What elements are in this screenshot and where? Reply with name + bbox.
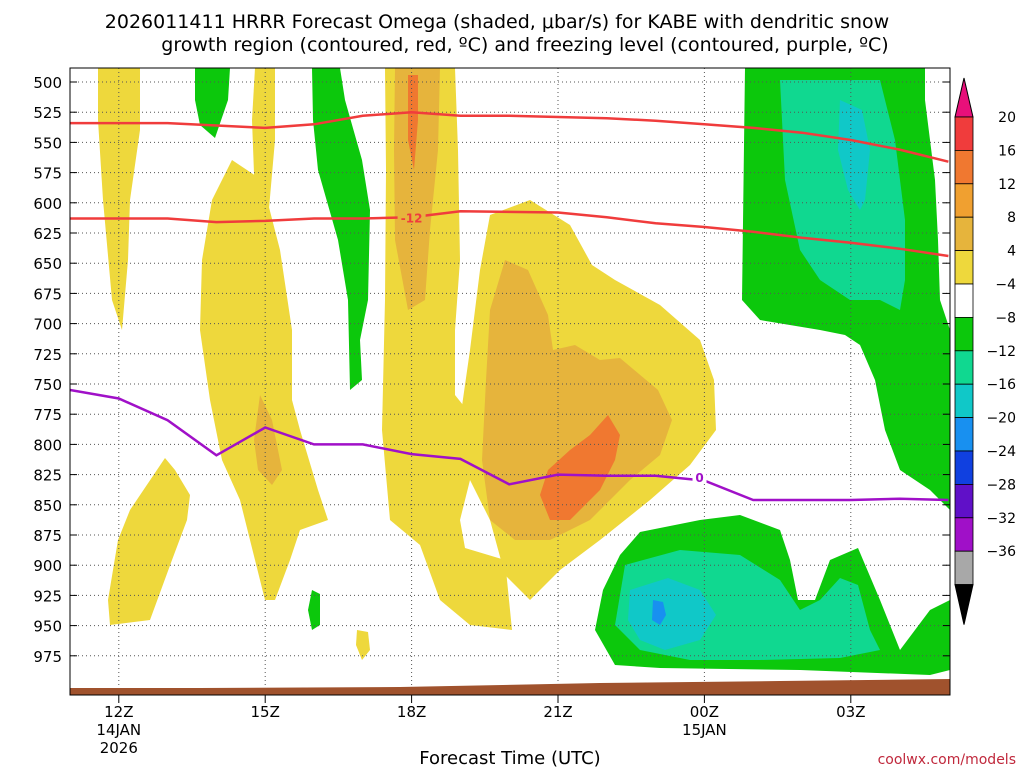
colorbar-segment: [954, 350, 974, 385]
y-tick-label: 875: [33, 527, 62, 545]
colorbar-segment: [954, 116, 974, 151]
shade-orange-c: [540, 415, 620, 520]
freezing-level-line: [70, 388, 949, 502]
colorbar-label: −36: [986, 544, 1016, 560]
y-tick-label: 575: [33, 165, 62, 183]
colorbar-label: −16: [986, 377, 1016, 393]
y-tick-label: 825: [33, 467, 62, 485]
y-tick-label: 600: [33, 195, 62, 213]
red-isotherm-label-bg: [397, 209, 426, 225]
y-tick-label: 700: [33, 316, 62, 334]
contour-lines: -12 0: [70, 110, 949, 502]
plot-frame: [69, 67, 951, 696]
x-tick-label: 18Z: [397, 703, 426, 721]
colorbar-segment: [954, 316, 974, 352]
y-tick-label: 525: [33, 104, 62, 122]
colorbar-segment: [954, 450, 974, 485]
shade-cyan-se: [628, 578, 716, 650]
y-tick-label: 925: [33, 587, 62, 605]
y-tick-label: 650: [33, 255, 62, 273]
credit-text: coolwx.com/models: [878, 752, 1016, 768]
colorbar-segment: [954, 216, 974, 251]
x-tick-year: 2026: [100, 739, 138, 757]
colorbar-label: 20: [998, 110, 1016, 126]
shade-orange-18z: [408, 75, 418, 170]
y-tick-label: 800: [33, 436, 62, 454]
y-tick-label: 950: [33, 618, 62, 636]
colorbar-label: −24: [986, 444, 1016, 460]
terrain-ground: [70, 679, 950, 695]
shade-seagreen-ne: [780, 80, 905, 310]
shade-yellow-mid15: [200, 160, 328, 600]
y-axis: 500 525 550 575 600 625 650 675 700 725 750 775 800 8…: [33, 74, 950, 666]
y-tick-label: 675: [33, 285, 62, 303]
colorbar-segment: [954, 183, 974, 218]
colorbar-segment: [954, 517, 974, 552]
x-tick-label: 15Z: [251, 703, 280, 721]
x-tick-date: 14JAN: [96, 721, 141, 739]
red-isotherm-line: [70, 110, 949, 163]
shade-green-small: [308, 590, 320, 630]
colorbar-segment: [954, 417, 974, 452]
shade-gold-c: [482, 260, 672, 540]
x-tick-label: 03Z: [836, 703, 865, 721]
shade-green-col: [312, 68, 370, 390]
colorbar-segment: [954, 383, 974, 419]
y-tick-label: 775: [33, 406, 62, 424]
shade-green-top: [195, 68, 230, 138]
colorbar-segment: [954, 283, 974, 318]
red-isotherm-label: -12: [401, 211, 423, 225]
y-tick-label: 550: [33, 134, 62, 152]
shade-yellow-small: [356, 630, 370, 660]
chart-title-line2: growth region (contoured, red, ºC) and f…: [161, 34, 888, 56]
shade-gold-18z: [394, 68, 440, 310]
colorbar-segment: [954, 250, 974, 285]
shade-gold-15z: [254, 395, 282, 485]
colorbar-label: −32: [986, 511, 1016, 527]
x-tick-label: 12Z: [104, 703, 133, 721]
chart-title-line1: 2026011411 HRRR Forecast Omega (shaded, …: [105, 11, 889, 33]
colorbar-segment: [954, 483, 974, 519]
grid-lines: [70, 68, 950, 695]
colorbar-label: −8: [995, 310, 1016, 326]
colorbar-segment: [954, 550, 974, 586]
colorbar-label: 16: [998, 143, 1016, 159]
colorbar-label: 12: [998, 177, 1016, 193]
x-tick-label: 21Z: [543, 703, 572, 721]
y-tick-label: 725: [33, 346, 62, 364]
omega-shading: [98, 68, 950, 675]
shade-blue-se: [652, 600, 666, 625]
plot-area: -12 0: [70, 68, 950, 695]
colorbar-bottom-arrow: [954, 584, 974, 625]
y-tick-label: 975: [33, 648, 62, 666]
y-tick-label: 625: [33, 225, 62, 243]
colorbar-label: −12: [986, 344, 1016, 360]
colorbar-label: −20: [986, 411, 1016, 427]
shade-cyan-ne: [838, 100, 870, 210]
x-axis-label: Forecast Time (UTC): [419, 748, 600, 768]
y-tick-label: 900: [33, 557, 62, 575]
y-tick-label: 500: [33, 74, 62, 92]
red-isotherm-line: [70, 210, 949, 258]
colorbar-segment: [954, 149, 974, 185]
colorbar-label: −28: [986, 477, 1016, 493]
freezing-level-label: 0: [695, 471, 703, 485]
x-tick-label: 00Z: [690, 703, 719, 721]
x-tick-date: 15JAN: [682, 721, 727, 739]
colorbar-label: 8: [1007, 210, 1016, 226]
shade-yellow-sw: [108, 458, 190, 625]
colorbar: 20 16 12 8 4 −4 −8 −12 −16 −20 −24 −28 −32 −36: [954, 77, 1016, 625]
colorbar-top-arrow: [954, 77, 974, 118]
y-tick-label: 750: [33, 376, 62, 394]
y-tick-label: 850: [33, 497, 62, 515]
shade-yellow-left: [98, 68, 140, 330]
colorbar-label: −4: [995, 277, 1016, 293]
colorbar-label: 4: [1007, 244, 1016, 260]
freezing-level-label-bg: [692, 469, 707, 485]
